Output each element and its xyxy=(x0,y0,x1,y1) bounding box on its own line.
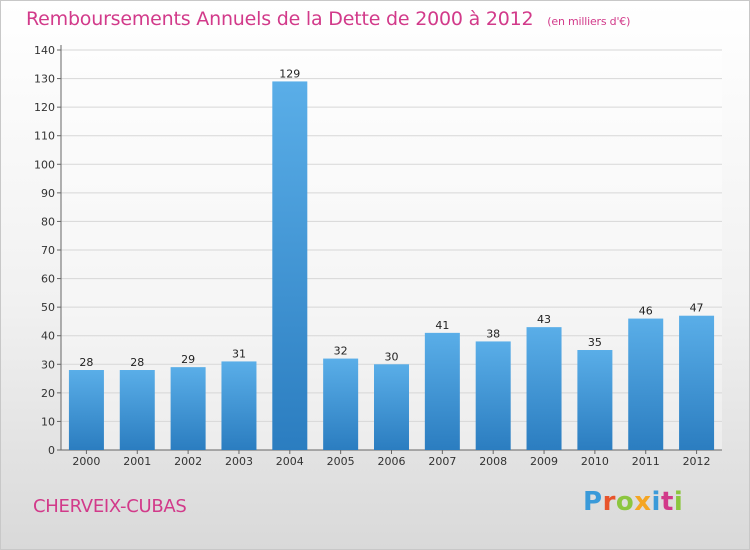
y-tick-label-0: 0 xyxy=(48,444,55,457)
value-label-2008: 38 xyxy=(486,327,500,340)
logo-letter: x xyxy=(634,487,652,517)
y-tick-label-60: 60 xyxy=(41,273,55,286)
value-label-2009: 43 xyxy=(537,313,551,326)
x-tick-label-2006: 2006 xyxy=(378,455,406,468)
x-tick-label-2004: 2004 xyxy=(276,455,304,468)
bar-2012 xyxy=(679,315,715,450)
y-tick-label-50: 50 xyxy=(41,301,55,314)
bar-2003 xyxy=(221,361,257,450)
bar-2006 xyxy=(374,364,409,450)
y-tick-label-90: 90 xyxy=(41,187,55,200)
x-tick-label-2002: 2002 xyxy=(174,455,202,468)
y-tick-label-20: 20 xyxy=(41,387,55,400)
value-label-2003: 31 xyxy=(232,347,246,360)
bar-2008 xyxy=(475,341,511,450)
bar-2010 xyxy=(577,350,613,450)
y-tick-label-80: 80 xyxy=(41,215,55,228)
logo-letter: i xyxy=(673,487,684,517)
x-tick-label-2001: 2001 xyxy=(123,455,151,468)
bar-2000 xyxy=(68,370,104,450)
x-tick-label-2008: 2008 xyxy=(479,455,507,468)
y-tick-label-70: 70 xyxy=(41,244,55,257)
y-tick-label-30: 30 xyxy=(41,358,55,371)
commune-name: CHERVEIX-CUBAS xyxy=(33,496,187,517)
value-label-2001: 28 xyxy=(130,356,144,369)
value-label-2004: 129 xyxy=(279,67,300,80)
bar-2005 xyxy=(323,358,359,450)
value-label-2006: 30 xyxy=(385,350,399,363)
value-label-2012: 47 xyxy=(690,302,704,315)
y-tick-label-100: 100 xyxy=(34,158,55,171)
x-tick-label-2011: 2011 xyxy=(632,455,660,468)
chart-title-text: Remboursements Annuels de la Dette de 20… xyxy=(26,8,534,30)
logo-letter: r xyxy=(602,487,616,517)
logo-letter: t xyxy=(660,487,674,517)
bar-2001 xyxy=(119,370,155,450)
bar-2004 xyxy=(272,81,308,450)
y-tick-label-130: 130 xyxy=(34,73,55,86)
value-label-2005: 32 xyxy=(334,345,348,358)
x-tick-label-2009: 2009 xyxy=(530,455,558,468)
x-tick-label-2003: 2003 xyxy=(225,455,253,468)
logo-letter: i xyxy=(651,487,661,517)
x-tick-label-2007: 2007 xyxy=(428,455,456,468)
bar-2007 xyxy=(424,332,460,450)
x-tick-label-2012: 2012 xyxy=(683,455,711,468)
chart-subtitle: (en milliers d'€) xyxy=(547,15,631,28)
bar-2009 xyxy=(526,327,562,450)
y-tick-label-120: 120 xyxy=(34,101,55,114)
y-tick-label-10: 10 xyxy=(41,415,55,428)
y-tick-label-140: 140 xyxy=(34,44,55,57)
y-tick-label-40: 40 xyxy=(41,330,55,343)
value-label-2010: 35 xyxy=(588,336,602,349)
value-label-2007: 41 xyxy=(435,319,449,332)
value-label-2000: 28 xyxy=(79,356,93,369)
value-label-2011: 46 xyxy=(639,305,653,318)
x-tick-label-2000: 2000 xyxy=(72,455,100,468)
chart-title: Remboursements Annuels de la Dette de 20… xyxy=(26,8,630,30)
proxiti-logo: Proxiti xyxy=(583,487,683,517)
bar-2011 xyxy=(628,318,664,450)
value-label-2002: 29 xyxy=(181,353,195,366)
bar-2002 xyxy=(170,367,206,450)
y-tick-label-110: 110 xyxy=(34,130,55,143)
x-tick-label-2010: 2010 xyxy=(581,455,609,468)
logo-letter: o xyxy=(615,487,635,517)
x-tick-label-2005: 2005 xyxy=(327,455,355,468)
logo-letter: P xyxy=(583,487,603,517)
